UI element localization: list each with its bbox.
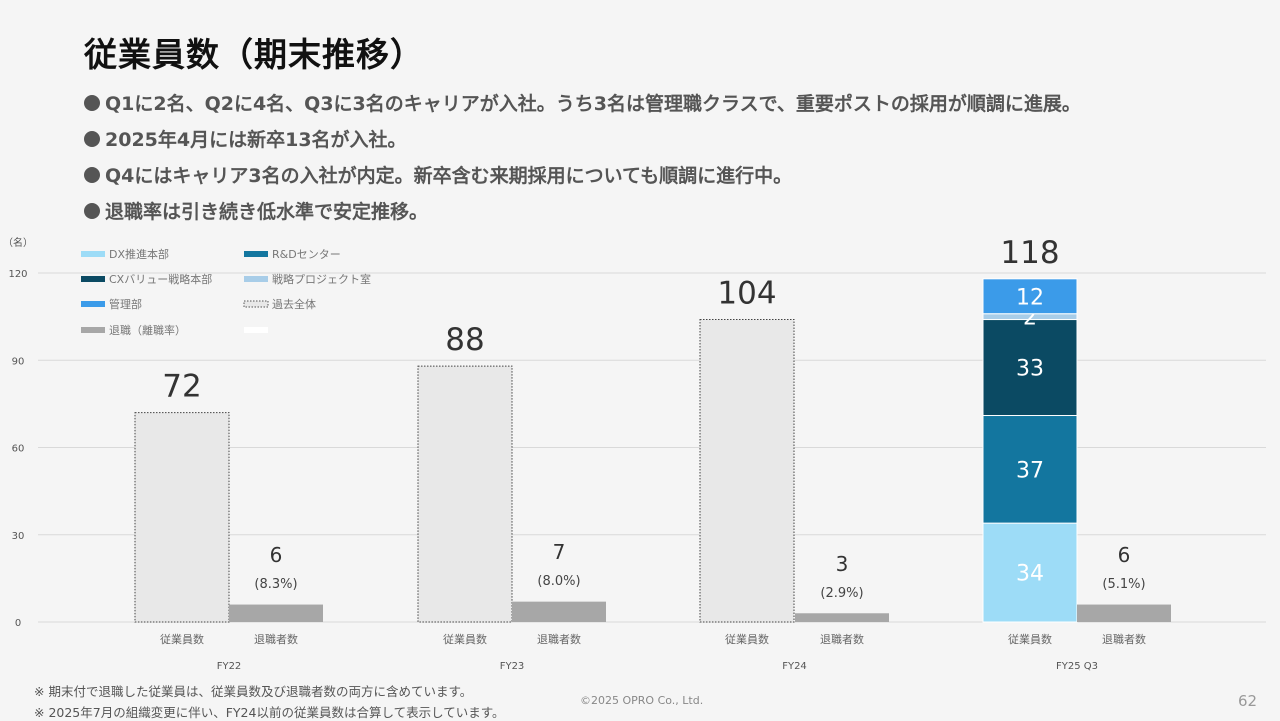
retiree-count-label: 7 — [553, 540, 566, 564]
bullet-text: Q1に2名、Q2に4名、Q3に3名のキャリアが入社。うち3名は管理職クラスで、重… — [105, 93, 1081, 115]
y-tick-label: 60 — [12, 444, 25, 455]
y-tick-label: 120 — [8, 269, 27, 280]
x-category-label: FY25 Q3 — [1056, 661, 1098, 672]
y-unit-label: （名） — [3, 236, 33, 249]
bar-employees-past-total — [134, 412, 230, 623]
employee-total-label: 72 — [162, 369, 201, 405]
bar-axis-label: 退職者数 — [254, 633, 298, 646]
retirement-rate-label: (8.3%) — [254, 577, 297, 592]
bar-axis-label: 退職者数 — [820, 633, 864, 646]
legend-swatch — [244, 327, 268, 333]
bar-retirees — [795, 613, 889, 622]
x-category-label: FY24 — [782, 661, 807, 672]
legend-swatch — [81, 327, 105, 333]
page-number: 62 — [1238, 692, 1258, 710]
bar-employees-past-total — [417, 365, 513, 623]
legend-label: 退職（離職率） — [109, 323, 186, 337]
retirement-rate-label: (2.9%) — [820, 586, 863, 601]
legend-swatch — [81, 301, 105, 307]
slide-title: 従業員数（期末推移） — [84, 35, 424, 74]
retiree-count-label: 3 — [836, 552, 849, 576]
x-category-label: FY23 — [500, 661, 525, 672]
bar-segment — [982, 522, 1078, 623]
bullet-dot-icon — [84, 131, 100, 147]
bar-retirees — [1077, 604, 1171, 622]
bar-retirees — [229, 604, 323, 622]
segment-value-label: 37 — [1016, 458, 1044, 483]
legend-swatch — [244, 276, 268, 282]
bar-retirees — [512, 601, 606, 622]
employee-total-label: 88 — [445, 322, 484, 358]
bullet-dot-icon — [84, 203, 100, 219]
footnote-2: ※ 2025年7月の組織変更に伴い、FY24以前の従業員数は合算して表示していま… — [34, 705, 505, 720]
bar-axis-label: 従業員数 — [160, 633, 204, 646]
bullet-item: 退職率は引き続き低水準で安定推移。 — [84, 198, 1081, 234]
bar-segment — [982, 278, 1078, 315]
legend-swatch — [243, 300, 269, 308]
retirement-rate-label: (5.1%) — [1102, 577, 1145, 592]
bullet-item: Q1に2名、Q2に4名、Q3に3名のキャリアが入社。うち3名は管理職クラスで、重… — [84, 90, 1081, 126]
bullet-dot-icon — [84, 167, 100, 183]
legend-label: R&Dセンター — [272, 248, 341, 261]
legend-swatch — [81, 251, 105, 257]
legend-label: CXバリュー戦略本部 — [109, 272, 212, 286]
bar-employees-past-total — [699, 319, 795, 623]
bullet-text: Q4にはキャリア3名の入社が内定。新卒含む来期採用についても順調に進行中。 — [105, 165, 793, 187]
segment-value-label: 12 — [1016, 285, 1044, 310]
segment-value-label: 34 — [1016, 562, 1044, 587]
bar-axis-label: 退職者数 — [537, 633, 581, 646]
bullet-list: Q1に2名、Q2に4名、Q3に3名のキャリアが入社。うち3名は管理職クラスで、重… — [84, 90, 1081, 234]
bullet-text: 退職率は引き続き低水準で安定推移。 — [105, 201, 429, 223]
bar-axis-label: 従業員数 — [443, 633, 487, 646]
employee-chart: 0 30 60 90 120 （名） DX推進本部 R&Dセンター CXバリュー戦略本部 戦略プロ… — [3, 235, 1266, 672]
footnote-1: ※ 期末付で退職した従業員は、従業員数及び退職者数の両方に含めています。 — [34, 684, 473, 699]
bullet-item: Q4にはキャリア3名の入社が内定。新卒含む来期採用についても順調に進行中。 — [84, 162, 1081, 198]
legend-label: 過去全体 — [272, 297, 316, 311]
retiree-count-label: 6 — [1118, 543, 1131, 567]
retirement-rate-label: (8.0%) — [537, 574, 580, 589]
y-tick-label: 90 — [12, 356, 25, 367]
legend-swatch — [81, 276, 105, 282]
bullet-dot-icon — [84, 95, 100, 111]
bar-segment — [982, 319, 1078, 417]
employee-total-label: 118 — [1000, 235, 1059, 271]
legend-label: 戦略プロジェクト室 — [272, 272, 371, 286]
y-tick-label: 0 — [15, 618, 21, 629]
bar-segment — [982, 415, 1078, 524]
bullet-text: 2025年4月には新卒13名が入社。 — [105, 129, 407, 151]
bar-axis-label: 従業員数 — [725, 633, 769, 646]
segment-value-label: 33 — [1016, 357, 1044, 382]
bar-axis-label: 従業員数 — [1008, 633, 1052, 646]
y-tick-label: 30 — [12, 531, 25, 542]
employee-total-label: 104 — [717, 276, 776, 312]
x-category-label: FY22 — [217, 661, 242, 672]
legend-label: DX推進本部 — [109, 247, 169, 261]
legend-swatch — [244, 251, 268, 257]
copyright: ©2025 OPRO Co., Ltd. — [580, 694, 704, 707]
bullet-item: 2025年4月には新卒13名が入社。 — [84, 126, 1081, 162]
bar-axis-label: 退職者数 — [1102, 633, 1146, 646]
retiree-count-label: 6 — [270, 543, 283, 567]
legend-label: 管理部 — [109, 297, 142, 311]
